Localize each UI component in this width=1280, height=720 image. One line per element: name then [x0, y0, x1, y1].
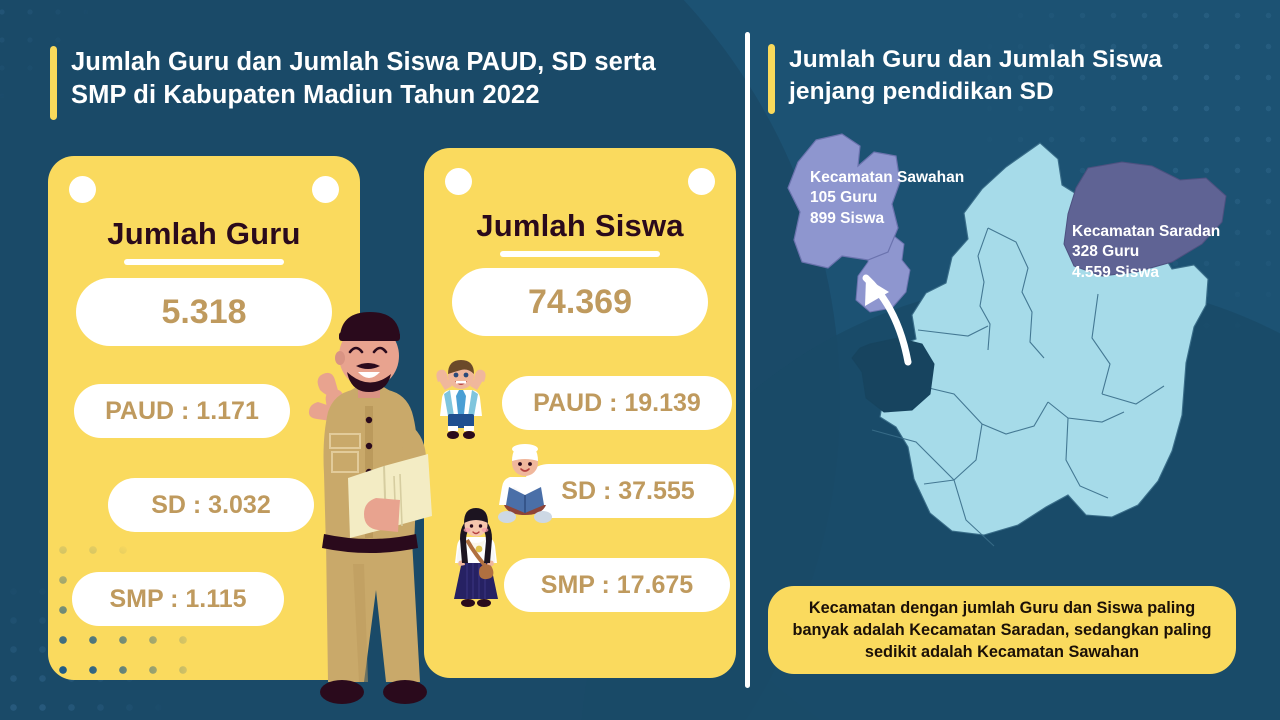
student-paud-illustration	[436, 360, 486, 439]
saradan-teachers: 328 Guru	[1072, 243, 1140, 261]
student-smp-illustration	[454, 508, 498, 607]
card-title-underline	[124, 259, 284, 265]
left-panel-title-text: Jumlah Guru dan Jumlah Siswa PAUD, SD se…	[71, 48, 656, 110]
title-accent-bar	[768, 44, 775, 114]
siswa-total-value: 74.369	[452, 268, 708, 336]
guru-smp-value: SMP : 1.115	[72, 572, 284, 626]
map-district-saradan	[1063, 161, 1227, 277]
right-panel-title: Jumlah Guru dan Jumlah Siswa jenjang pen…	[768, 44, 1238, 114]
map-callout-label-saradan: Kecamatan Saradan 328 Guru 4.559 Siswa	[1072, 222, 1220, 283]
sawahan-teachers: 105 Guru	[810, 189, 878, 207]
map-districts	[851, 142, 1227, 547]
map-callout-sawahan-shape	[787, 133, 901, 269]
teacher-illustration	[308, 312, 432, 704]
panel-divider	[745, 32, 750, 688]
guru-sd-value: SD : 3.032	[108, 478, 314, 532]
background-dot-pattern-top-left	[0, 0, 140, 150]
card-title-underline	[500, 251, 660, 257]
map-callout-label-sawahan: Kecamatan Sawahan 105 Guru 899 Siswa	[810, 168, 964, 229]
sawahan-name: Kecamatan Sawahan	[810, 169, 965, 186]
siswa-paud-value: PAUD : 19.139	[502, 376, 732, 430]
saradan-name: Kecamatan Saradan	[1072, 223, 1221, 240]
left-panel-title: Jumlah Guru dan Jumlah Siswa PAUD, SD se…	[50, 46, 710, 120]
right-panel-title-text: Jumlah Guru dan Jumlah Siswa jenjang pen…	[789, 46, 1163, 105]
sawahan-students: 899 Siswa	[810, 209, 885, 227]
siswa-sd-value: SD : 37.555	[522, 464, 734, 518]
card-punch-hole-left	[69, 176, 96, 203]
student-sd-illustration	[498, 444, 552, 523]
guru-paud-value: PAUD : 1.171	[74, 384, 290, 438]
card-title-siswa: Jumlah Siswa	[476, 208, 684, 243]
callout-arrow-head	[865, 278, 889, 306]
map-summary-caption: Kecamatan dengan jumlah Guru dan Siswa p…	[768, 586, 1236, 674]
map-enclave-kota-madiun	[851, 337, 935, 413]
siswa-smp-value: SMP : 17.675	[504, 558, 730, 612]
guru-total-value: 5.318	[76, 278, 332, 346]
card-punch-hole-left	[445, 168, 472, 195]
kabupaten-madiun-map	[787, 133, 1227, 547]
title-accent-bar	[50, 46, 57, 120]
saradan-students: 4.559 Siswa	[1072, 263, 1160, 281]
card-title-guru: Jumlah Guru	[107, 216, 301, 251]
card-punch-hole-right	[688, 168, 715, 195]
card-punch-hole-right	[312, 176, 339, 203]
